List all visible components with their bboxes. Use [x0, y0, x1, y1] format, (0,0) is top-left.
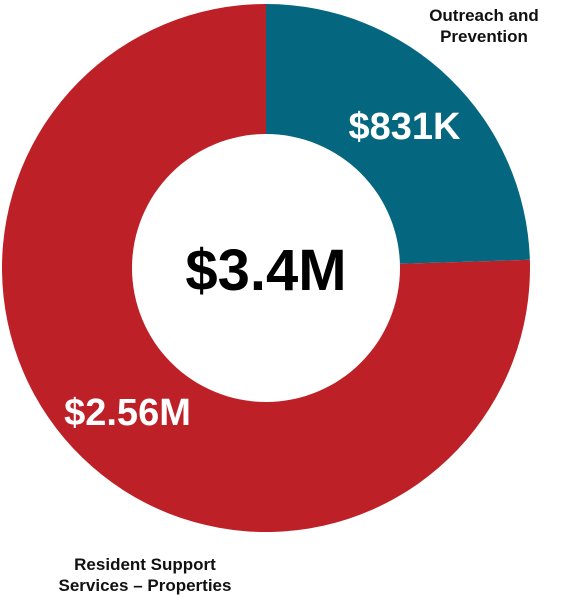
slice-label-line: Resident Support — [74, 555, 216, 574]
slice-label-line: Prevention — [440, 27, 528, 46]
slice-value-label-0: $831K — [349, 106, 462, 148]
slice-label-resident-support-services: Resident Support Services – Properties — [20, 554, 270, 596]
slice-label-line: Outreach and — [429, 6, 539, 25]
center-total-label: $3.4M — [185, 238, 346, 303]
slice-label-line: Services – Properties — [58, 576, 232, 595]
donut-hole — [132, 134, 400, 402]
slice-label-outreach-and-prevention: Outreach and Prevention — [406, 5, 562, 47]
value-labels-layer: $831K $2.56M — [64, 106, 461, 434]
slice-value-label-1: $2.56M — [64, 392, 191, 434]
